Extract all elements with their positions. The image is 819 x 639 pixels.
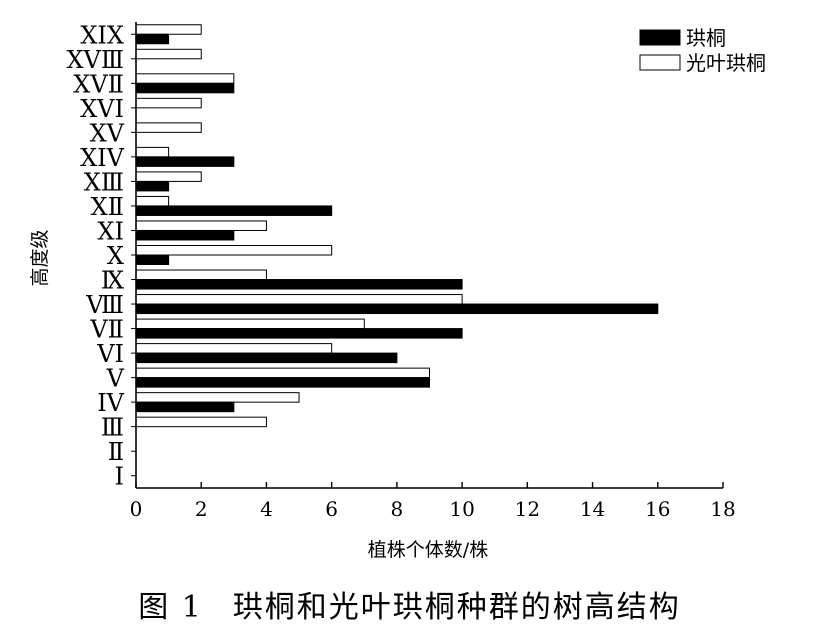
legend-label-gongtong: 珙桐: [686, 26, 726, 50]
x-tick-label: 8: [391, 497, 404, 521]
x-ticks-group: 0 2 4 6 8 10 12 14 16 18: [130, 482, 736, 521]
y-tick-label: ⅤⅡ: [89, 316, 124, 344]
y-tick-label: Ⅹ: [107, 242, 124, 270]
bar-gongtong-6: [135, 352, 398, 364]
bar-gongtong-11: [135, 229, 235, 241]
figure-title: 珙桐和光叶珙桐种群的树高结构: [232, 590, 681, 625]
x-tick-label: 10: [449, 497, 474, 521]
y-tick-label: ⅩⅤⅢ: [66, 46, 124, 74]
y-tick-label: ⅤⅠ: [96, 340, 124, 368]
bar-guangye-gongtong-18: [135, 48, 202, 60]
y-tick-label: ⅩⅢ: [84, 168, 124, 196]
bar-gongtong-14: [135, 156, 235, 167]
legend-swatch-guangye-gongtong: [639, 54, 681, 71]
y-tick-label: ⅩⅤⅡ: [73, 70, 124, 98]
x-tick-label: 12: [515, 497, 540, 521]
bar-guangye-gongtong-5: [135, 367, 430, 379]
y-tick-label: Ⅰ: [115, 463, 124, 491]
figure-caption: 图 1 珙桐和光叶珙桐种群的树高结构: [0, 582, 819, 626]
bar-guangye-gongtong-19: [135, 24, 202, 35]
bar-guangye-gongtong-7: [135, 318, 365, 330]
bar-guangye-gongtong-6: [135, 343, 333, 354]
y-tick-label: Ⅷ: [85, 291, 124, 319]
bar-guangye-gongtong-15: [135, 122, 202, 133]
bars-group: [135, 24, 659, 428]
bar-guangye-gongtong-8: [135, 294, 463, 305]
bar-guangye-gongtong-17: [135, 73, 235, 84]
y-tick-label: Ⅸ: [101, 267, 125, 295]
bar-guangye-gongtong-16: [135, 97, 202, 109]
y-axis-label: 高度级: [29, 229, 51, 286]
y-tick-label: ⅩⅤⅠ: [80, 95, 124, 123]
x-tick-label: 6: [325, 497, 338, 521]
bar-guangye-gongtong-3: [135, 416, 267, 428]
chart: 0 2 4 6 8 10 12 14 16 18 ⅠⅡⅢⅠⅤⅤⅤⅠⅤⅡⅧⅨⅩⅩⅠⅩⅡⅩⅢⅩⅠⅤⅩⅤ…: [29, 21, 766, 561]
y-tick-label: ⅩⅤ: [90, 119, 125, 147]
x-axis-label: 植株个体数/株: [368, 539, 488, 561]
bar-guangye-gongtong-11: [135, 220, 267, 231]
x-tick-label: 18: [710, 497, 735, 521]
y-tick-label: ⅩⅠⅤ: [80, 144, 125, 172]
y-tick-label: Ⅲ: [101, 414, 124, 442]
bar-guangye-gongtong-12: [135, 195, 170, 207]
bar-gongtong-10: [135, 254, 170, 265]
bar-gongtong-12: [135, 205, 333, 216]
x-tick-label: 0: [130, 497, 143, 521]
bar-gongtong-17: [135, 82, 235, 94]
x-tick-label: 4: [260, 497, 273, 521]
bar-gongtong-19: [135, 33, 170, 45]
x-tick-label: 2: [195, 497, 208, 521]
legend-label-guangye-gongtong: 光叶珙桐: [686, 51, 766, 75]
legend-swatch-gongtong: [639, 29, 681, 46]
bar-guangye-gongtong-4: [135, 392, 300, 403]
y-tick-label: ⅩⅠ: [97, 217, 124, 245]
y-tick-label: Ⅴ: [106, 365, 125, 393]
x-tick-label: 14: [580, 497, 605, 521]
x-tick-label: 16: [645, 497, 670, 521]
bar-gongtong-13: [135, 180, 170, 192]
bar-guangye-gongtong-9: [135, 269, 267, 281]
bar-gongtong-4: [135, 401, 235, 413]
bar-gongtong-9: [135, 279, 463, 290]
bar-guangye-gongtong-14: [135, 146, 170, 158]
y-tick-label: ⅩⅡ: [91, 193, 124, 221]
bar-gongtong-8: [135, 303, 659, 315]
y-tick-label: ⅩⅠⅩ: [80, 21, 124, 49]
y-tick-label: ⅠⅤ: [97, 389, 124, 417]
bar-guangye-gongtong-13: [135, 171, 202, 182]
bar-guangye-gongtong-10: [135, 245, 333, 256]
figure-number: 图 1: [138, 590, 203, 625]
bar-gongtong-5: [135, 377, 430, 388]
bar-gongtong-7: [135, 328, 463, 339]
y-tick-label: Ⅱ: [108, 438, 124, 466]
